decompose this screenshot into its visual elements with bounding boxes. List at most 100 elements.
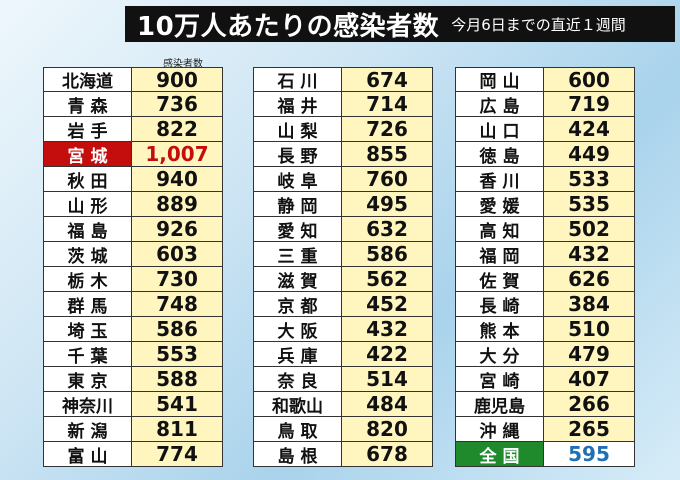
table-row: 群馬 748: [43, 292, 223, 317]
case-count: 774: [131, 442, 223, 467]
table-row: 静岡 495: [253, 192, 433, 217]
table-row: 栃木 730: [43, 267, 223, 292]
case-count: 424: [543, 117, 635, 142]
prefecture-name: 大阪: [253, 317, 341, 342]
case-count: 586: [341, 242, 433, 267]
table-row: 山形 889: [43, 192, 223, 217]
prefecture-name: 茨城: [43, 242, 131, 267]
table-row: 埼玉 586: [43, 317, 223, 342]
prefecture-name: 沖縄: [455, 417, 543, 442]
table-row: 徳島 449: [455, 142, 635, 167]
prefecture-name: 島根: [253, 442, 341, 467]
prefecture-name: 徳島: [455, 142, 543, 167]
prefecture-name: 山形: [43, 192, 131, 217]
prefecture-name: 三重: [253, 242, 341, 267]
case-count: 553: [131, 342, 223, 367]
table-row: 愛媛 535: [455, 192, 635, 217]
prefecture-name: 鳥取: [253, 417, 341, 442]
case-count: 265: [543, 417, 635, 442]
table-row: 高知 502: [455, 217, 635, 242]
table-row: 岡山 600: [455, 67, 635, 92]
prefecture-name: 静岡: [253, 192, 341, 217]
table-row: 福井 714: [253, 92, 433, 117]
case-count: 626: [543, 267, 635, 292]
case-count: 422: [341, 342, 433, 367]
prefecture-name: 愛媛: [455, 192, 543, 217]
table-row: 岐阜 760: [253, 167, 433, 192]
page-title: 10万人あたりの感染者数: [137, 11, 440, 42]
case-count: 533: [543, 167, 635, 192]
case-count: 632: [341, 217, 433, 242]
case-count: 495: [341, 192, 433, 217]
case-count: 822: [131, 117, 223, 142]
prefecture-name: 全国: [455, 442, 543, 467]
case-count: 730: [131, 267, 223, 292]
case-count: 502: [543, 217, 635, 242]
table-row: 全国 595: [455, 442, 635, 467]
table-row: 京都 452: [253, 292, 433, 317]
prefecture-name: 高知: [455, 217, 543, 242]
prefecture-name: 青森: [43, 92, 131, 117]
prefecture-name: 山梨: [253, 117, 341, 142]
case-count: 926: [131, 217, 223, 242]
prefecture-name: 滋賀: [253, 267, 341, 292]
table-row: 宮崎 407: [455, 367, 635, 392]
prefecture-name: 奈良: [253, 367, 341, 392]
table-row: 奈良 514: [253, 367, 433, 392]
prefecture-name: 愛知: [253, 217, 341, 242]
prefecture-name: 宮崎: [455, 367, 543, 392]
table-row: 神奈川 541: [43, 392, 223, 417]
case-count: 510: [543, 317, 635, 342]
prefecture-name: 千葉: [43, 342, 131, 367]
case-count: 760: [341, 167, 433, 192]
table-row: 長野 855: [253, 142, 433, 167]
case-count: 514: [341, 367, 433, 392]
prefecture-name: 和歌山: [253, 392, 341, 417]
case-count: 714: [341, 92, 433, 117]
case-count: 900: [131, 67, 223, 92]
table-row: 滋賀 562: [253, 267, 433, 292]
case-count: 674: [341, 67, 433, 92]
table-row: 沖縄 265: [455, 417, 635, 442]
table-row: 山梨 726: [253, 117, 433, 142]
table-row: 愛知 632: [253, 217, 433, 242]
case-count: 678: [341, 442, 433, 467]
prefecture-name: 埼玉: [43, 317, 131, 342]
prefecture-name: 福島: [43, 217, 131, 242]
prefecture-name: 神奈川: [43, 392, 131, 417]
prefecture-name: 広島: [455, 92, 543, 117]
case-count: 820: [341, 417, 433, 442]
table-panel-3: 岡山 600 広島 719 山口 424 徳島 449 香川 533 愛媛 535 高知 502 福岡 432…: [455, 67, 635, 467]
table-row: 福岡 432: [455, 242, 635, 267]
case-count: 484: [341, 392, 433, 417]
case-count: 748: [131, 292, 223, 317]
case-count: 736: [131, 92, 223, 117]
prefecture-name: 熊本: [455, 317, 543, 342]
prefecture-name: 大分: [455, 342, 543, 367]
title-bar: 10万人あたりの感染者数 今月6日までの直近１週間: [125, 6, 675, 42]
case-count: 726: [341, 117, 433, 142]
case-count: 541: [131, 392, 223, 417]
table-row: 宮城 1,007: [43, 142, 223, 167]
prefecture-name: 群馬: [43, 292, 131, 317]
table-row: 山口 424: [455, 117, 635, 142]
table-row: 新潟 811: [43, 417, 223, 442]
table-row: 三重 586: [253, 242, 433, 267]
prefecture-name: 栃木: [43, 267, 131, 292]
table-row: 東京 588: [43, 367, 223, 392]
prefecture-name: 香川: [455, 167, 543, 192]
prefecture-name: 秋田: [43, 167, 131, 192]
prefecture-name: 石川: [253, 67, 341, 92]
table-row: 兵庫 422: [253, 342, 433, 367]
prefecture-name: 長野: [253, 142, 341, 167]
prefecture-name: 岩手: [43, 117, 131, 142]
case-count: 407: [543, 367, 635, 392]
prefecture-name: 京都: [253, 292, 341, 317]
case-count: 889: [131, 192, 223, 217]
case-count: 600: [543, 67, 635, 92]
prefecture-name: 岐阜: [253, 167, 341, 192]
table-row: 佐賀 626: [455, 267, 635, 292]
table-row: 福島 926: [43, 217, 223, 242]
table-row: 大阪 432: [253, 317, 433, 342]
case-count: 1,007: [131, 142, 223, 167]
